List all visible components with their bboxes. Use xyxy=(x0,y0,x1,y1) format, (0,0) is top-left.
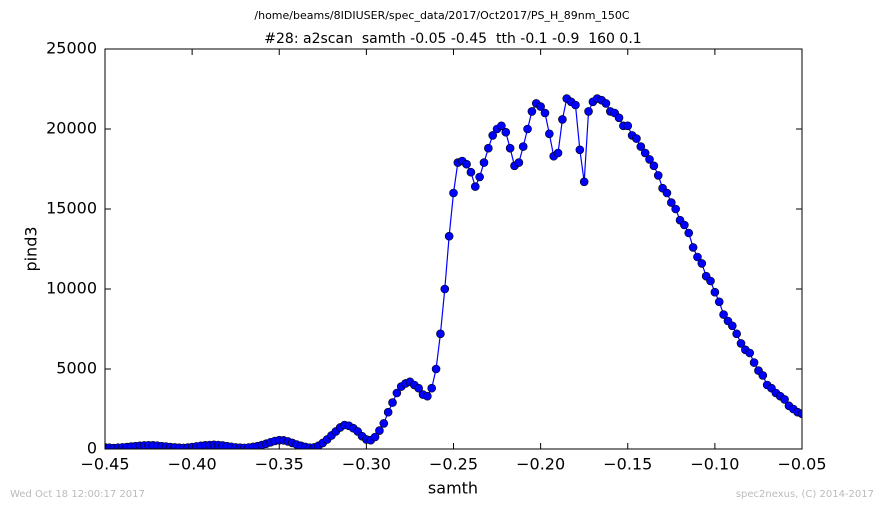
data-point xyxy=(558,115,567,124)
x-tick-label: −0.45 xyxy=(80,455,129,474)
data-point xyxy=(680,220,689,230)
data-point xyxy=(379,419,389,428)
data-point xyxy=(697,259,707,268)
data-point xyxy=(749,358,759,367)
data-point xyxy=(501,127,511,137)
data-point xyxy=(667,198,676,207)
x-tick-label: −0.20 xyxy=(516,455,565,474)
data-point xyxy=(427,383,437,393)
data-point xyxy=(488,131,498,140)
x-tick-label: −0.10 xyxy=(690,455,739,474)
data-point xyxy=(540,108,550,118)
data-point xyxy=(479,158,489,167)
data-point xyxy=(436,329,445,339)
footer-left: Wed Oct 18 12:00:17 2017 xyxy=(10,489,145,500)
footer-right: spec2nexus, (C) 2014-2017 xyxy=(736,489,874,500)
data-point xyxy=(780,395,789,404)
y-tick-label: 25000 xyxy=(46,39,97,58)
data-point xyxy=(388,398,397,407)
x-tick-label: −0.40 xyxy=(168,455,217,474)
data-point xyxy=(414,383,423,393)
data-point xyxy=(758,371,768,380)
data-point xyxy=(392,388,402,398)
data-point xyxy=(640,148,650,158)
data-point xyxy=(732,329,741,339)
data-point xyxy=(645,155,654,164)
data-point xyxy=(527,107,537,116)
data-point xyxy=(710,287,720,297)
data-point xyxy=(383,407,393,417)
data-point xyxy=(584,107,593,116)
y-tick-label: 20000 xyxy=(46,119,97,138)
data-point xyxy=(571,100,580,110)
data-point xyxy=(375,426,384,435)
data-point xyxy=(553,148,563,158)
data-point xyxy=(671,204,680,214)
data-point xyxy=(727,321,737,331)
data-point xyxy=(462,159,471,169)
data-point xyxy=(440,284,450,294)
data-point xyxy=(449,188,458,198)
data-point xyxy=(575,145,585,155)
data-point xyxy=(614,113,624,123)
data-point xyxy=(444,231,454,241)
data-point xyxy=(370,432,380,442)
x-tick-label: −0.15 xyxy=(603,455,652,474)
y-axis-label: pind3 xyxy=(22,226,41,271)
data-point xyxy=(475,172,484,182)
data-point xyxy=(505,143,515,153)
data-line xyxy=(105,97,802,449)
x-tick-label: −0.35 xyxy=(255,455,304,474)
data-point xyxy=(601,99,611,108)
data-point xyxy=(523,124,532,134)
data-point xyxy=(736,339,746,348)
x-tick-label: −0.25 xyxy=(429,455,478,474)
data-point xyxy=(684,228,694,238)
data-point xyxy=(470,182,480,191)
data-point xyxy=(497,121,506,131)
data-point xyxy=(632,134,641,143)
y-tick-label: 0 xyxy=(87,439,97,458)
data-point xyxy=(706,276,715,286)
plot-frame xyxy=(104,48,803,450)
data-point xyxy=(423,391,432,401)
y-tick-label: 10000 xyxy=(46,279,97,298)
suptitle: /home/beams/8IDIUSER/spec_data/2017/Oct2… xyxy=(254,9,630,22)
data-point xyxy=(662,188,672,198)
data-point xyxy=(636,142,646,151)
data-point xyxy=(518,142,528,151)
data-point xyxy=(653,171,663,180)
x-tick-label: −0.05 xyxy=(777,455,826,474)
data-point xyxy=(484,143,493,153)
data-point xyxy=(623,121,633,131)
y-tick-label: 15000 xyxy=(46,199,97,218)
data-point xyxy=(745,348,755,358)
data-point xyxy=(797,409,802,419)
y-tick-label: 5000 xyxy=(56,359,97,378)
data-point xyxy=(649,161,659,171)
data-point xyxy=(545,129,554,139)
data-point xyxy=(714,297,724,307)
data-point xyxy=(536,102,545,111)
data-point xyxy=(719,310,728,319)
data-point xyxy=(579,177,589,187)
data-point xyxy=(688,243,698,252)
x-tick-label: −0.30 xyxy=(342,455,391,474)
data-point xyxy=(466,167,476,177)
data-point xyxy=(514,158,524,167)
chart-title: #28: a2scan samth -0.05 -0.45 tth -0.1 -… xyxy=(264,31,641,47)
data-point xyxy=(693,252,702,262)
x-axis-label: samth xyxy=(428,479,478,498)
data-point xyxy=(431,364,441,374)
